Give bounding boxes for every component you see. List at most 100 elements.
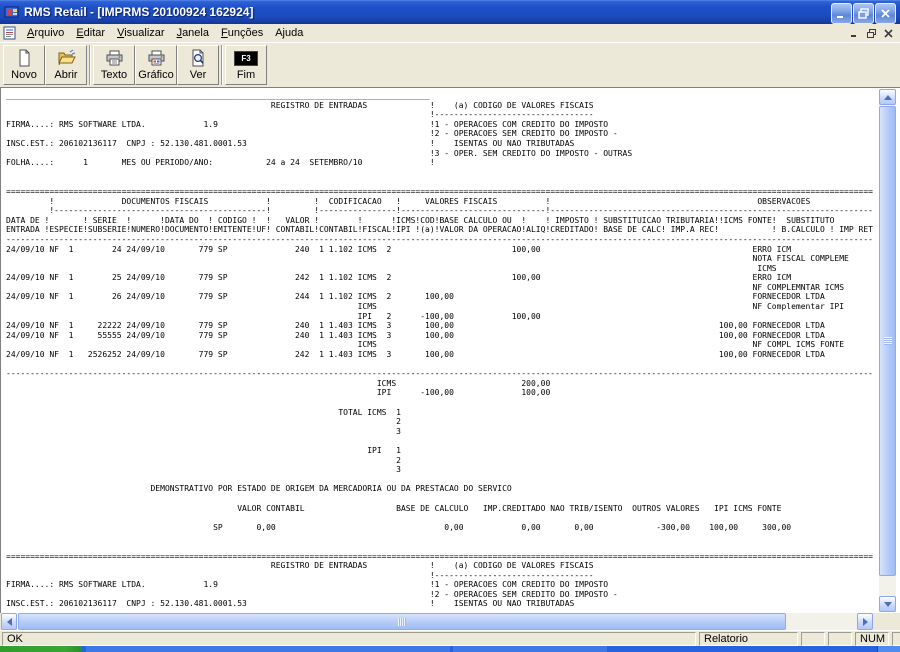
report-line: ________________________________________…	[6, 91, 430, 100]
menu-items: Arquivo Editar Visualizar Janela Funções Ajud…	[21, 25, 309, 41]
report-line: SP 0,00 0,00 0,00 0,00 -300,00 100,00 30…	[6, 522, 792, 532]
report-line: NOTA FISCAL COMPLEME	[6, 254, 849, 264]
toolbar-label: Novo	[11, 69, 37, 81]
close-button[interactable]	[875, 3, 896, 24]
report-line: VALOR CONTABIL BASE DE CALCULO IMP.CREDI…	[6, 503, 782, 513]
close-icon	[881, 9, 890, 18]
report-line	[6, 475, 874, 485]
open-folder-icon	[57, 48, 76, 68]
report-line: IPI -100,00 100,00	[6, 388, 551, 398]
restore-icon	[858, 8, 869, 19]
mdi-restore-button[interactable]	[864, 27, 879, 40]
report-line: 24/09/10 NF 1 55555 24/09/10 779 SP 240 …	[6, 330, 825, 340]
report-line: 24/09/10 NF 1 26 24/09/10 779 SP 244 1 1…	[6, 292, 825, 302]
toolbar-label: Gráfico	[138, 69, 174, 81]
report-line: ICMS	[6, 263, 777, 273]
report-line	[6, 542, 874, 552]
minimize-button[interactable]	[831, 3, 852, 24]
toolbar-label: Abrir	[54, 69, 78, 81]
status-blank-panel	[892, 632, 900, 646]
arrow-down-icon	[883, 601, 892, 607]
report-line: ========================================…	[6, 186, 873, 196]
taskbar[interactable]	[0, 646, 900, 652]
print-text-button[interactable]: Texto	[93, 45, 135, 85]
scroll-down-button[interactable]	[879, 596, 896, 612]
minimize-icon	[837, 16, 843, 18]
menu-item-editar[interactable]: Editar	[76, 27, 106, 39]
taskbar-button[interactable]	[86, 646, 450, 652]
report-line: FIRMA....: RMS SOFTWARE LTDA. 1.9 !1 - O…	[6, 580, 609, 590]
toolbar-label: Texto	[100, 69, 128, 81]
menu-item-funes[interactable]: Funções	[220, 27, 264, 39]
menu-item-arquivo[interactable]: Arquivo	[27, 27, 65, 39]
restore-button[interactable]	[853, 3, 874, 24]
report-line: DEMONSTRATIVO POR ESTADO DE ORIGEM DA ME…	[6, 484, 512, 494]
toolbar-separator	[221, 45, 223, 85]
scroll-up-button[interactable]	[879, 89, 896, 105]
scroll-left-button[interactable]	[1, 613, 17, 630]
report-line: !2 - OPERACOES SEM CREDITO DO IMPOSTO -	[6, 589, 618, 599]
scroll-right-button[interactable]	[857, 613, 873, 630]
f3-key-icon: F3	[234, 48, 258, 68]
status-blank-panel	[801, 632, 825, 646]
report-line: ----------------------------------------…	[6, 234, 873, 244]
status-blank-panel	[828, 632, 852, 646]
mdi-minimize-button[interactable]	[847, 27, 862, 40]
report-line: 24/09/10 NF 1 2526252 24/09/10 779 SP 24…	[6, 350, 825, 360]
report-content: ________________________________________…	[6, 91, 874, 609]
print-graphic-button[interactable]: Gráfico	[135, 45, 177, 85]
report-line: 24/09/10 NF 1 22222 24/09/10 779 SP 240 …	[6, 321, 825, 331]
new-document-icon	[15, 48, 33, 68]
report-line: ----------------------------------------…	[6, 369, 873, 379]
report-line	[6, 513, 874, 523]
open-button[interactable]: Abrir	[45, 45, 87, 85]
title-bar: RMS Retail - [IMPRMS 20100924 162924]	[0, 0, 900, 24]
status-bar: OK Relatorio NUM	[0, 630, 900, 646]
taskbar-button[interactable]	[453, 646, 607, 652]
thumb-grip-icon	[884, 337, 892, 345]
report-line: 3	[6, 426, 401, 436]
status-num-lock: NUM	[855, 632, 889, 646]
report-line: !3 - OPER. SEM CREDITO DO IMPOSTO - OUTR…	[6, 148, 633, 158]
report-line: ENTRADA !ESPECIE!SUBSERIE!NUMERO!DOCUMEN…	[6, 225, 873, 235]
report-line	[6, 360, 874, 370]
toolbar: Novo Abrir Texto Gráfico	[0, 42, 900, 87]
end-button[interactable]: F3 Fim	[225, 45, 267, 85]
menu-item-ajuda[interactable]: Ajuda	[275, 27, 304, 39]
arrow-left-icon	[6, 617, 12, 626]
horizontal-scrollbar[interactable]	[1, 613, 873, 630]
window-title: RMS Retail - [IMPRMS 20100924 162924]	[24, 5, 254, 19]
horizontal-scroll-thumb[interactable]	[18, 613, 786, 630]
mdi-close-icon	[884, 28, 893, 38]
report-line: INSC.EST.: 206102136117 CNPJ : 52.130.48…	[6, 138, 575, 148]
start-button[interactable]	[0, 646, 82, 652]
report-line: NF COMPLEMNTAR ICMS	[6, 282, 845, 292]
preview-button[interactable]: Ver	[177, 45, 219, 85]
report-line: TOTAL ICMS 1	[6, 407, 401, 417]
report-line: 24/09/10 NF 1 25 24/09/10 779 SP 242 1 1…	[6, 273, 792, 283]
status-mode: Relatorio	[699, 632, 798, 646]
vertical-scrollbar[interactable]	[879, 89, 896, 612]
mdi-close-button[interactable]	[881, 27, 896, 40]
report-line: FIRMA....: RMS SOFTWARE LTDA. 1.9 !1 - O…	[6, 119, 609, 129]
menu-bar: Arquivo Editar Visualizar Janela Funções Ajud…	[0, 24, 900, 42]
report-line: 3	[6, 465, 401, 475]
menu-item-janela[interactable]: Janela	[176, 27, 209, 39]
system-tray	[877, 646, 900, 652]
printer-text-icon	[105, 48, 124, 68]
report-line: 24/09/10 NF 1 24 24/09/10 779 SP 240 1 1…	[6, 244, 792, 254]
toolbar-label: Ver	[189, 69, 207, 81]
arrow-right-icon	[862, 617, 868, 626]
report-document-icon[interactable]	[2, 26, 18, 41]
report-line: ICMS 200,00	[6, 378, 551, 388]
arrow-up-icon	[883, 94, 892, 100]
vertical-scroll-thumb[interactable]	[879, 106, 896, 576]
menu-item-visualizar[interactable]: Visualizar	[117, 27, 165, 39]
report-line: IPI 2 -100,00 100,00	[6, 311, 541, 321]
new-button[interactable]: Novo	[3, 45, 45, 85]
report-viewport: ________________________________________…	[0, 87, 900, 613]
report-line: !---------------------------------	[6, 110, 594, 120]
report-line: FOLHA....: 1 MES OU PERIODO/ANO: 24 a 24…	[6, 158, 435, 168]
report-line: ICMS NF Complementar IPI	[6, 302, 845, 312]
